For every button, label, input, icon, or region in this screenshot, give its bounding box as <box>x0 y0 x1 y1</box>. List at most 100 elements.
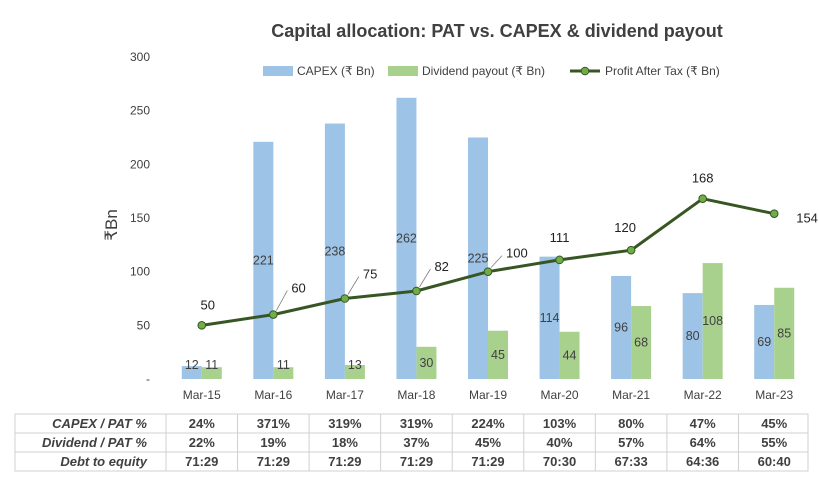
table-cell: 55% <box>761 435 787 450</box>
pat-line-group <box>197 194 779 330</box>
dividend-bar <box>416 346 437 379</box>
legend-label-dividend: Dividend payout (₹ Bn) <box>422 64 545 78</box>
table-cell: 45% <box>475 435 501 450</box>
dividend-data-label: 11 <box>205 358 218 372</box>
dividend-bar <box>559 331 580 379</box>
table-cell: 37% <box>403 435 429 450</box>
capex-bar <box>396 97 417 379</box>
capex-data-label: 238 <box>324 244 345 258</box>
pat-point <box>197 321 207 330</box>
pat-data-label: 111 <box>550 230 570 245</box>
dividend-bar <box>631 306 652 379</box>
table-cell: 18% <box>332 435 358 450</box>
y-tick-label: 100 <box>130 265 150 279</box>
capex-bar <box>468 137 488 379</box>
y-axis-ticks: - 50 100 150 200 250 300 <box>130 50 150 386</box>
pat-leader-line <box>419 268 431 288</box>
pat-data-label: 50 <box>201 297 215 312</box>
legend-swatch-dividend <box>388 66 418 76</box>
capex-data-label: 114 <box>540 311 560 325</box>
table-cell: 71:29 <box>471 454 504 469</box>
y-tick-label: 300 <box>130 50 150 64</box>
dividend-data-label: 68 <box>634 336 648 350</box>
table-cell: 57% <box>618 435 644 450</box>
capex-bar <box>682 293 703 379</box>
dividend-bar <box>702 263 723 379</box>
pat-point <box>769 209 779 219</box>
pat-point <box>412 286 421 296</box>
table-cell: 224% <box>471 416 505 431</box>
x-tick-label: Mar-18 <box>397 388 435 402</box>
dividend-data-label: 30 <box>419 356 433 370</box>
capex-data-label: 221 <box>253 253 274 267</box>
x-tick-label: Mar-19 <box>469 388 507 402</box>
legend-marker-pat <box>580 66 590 76</box>
y-tick-label: 200 <box>130 157 150 171</box>
pat-data-label: 75 <box>363 267 377 282</box>
table-cell: 45% <box>761 416 787 431</box>
pat-point <box>698 194 707 203</box>
capex-data-label: 225 <box>468 251 489 265</box>
capex-bar <box>324 123 345 380</box>
y-tick-label: 150 <box>130 211 150 225</box>
pat-data-label: 60 <box>291 281 305 296</box>
x-tick-label: Mar-21 <box>612 388 650 402</box>
x-tick-label: Mar-22 <box>684 388 722 402</box>
table-cell: 70:30 <box>543 454 576 469</box>
pat-data-label: 82 <box>434 259 448 274</box>
bars-group <box>181 97 795 380</box>
table-cell: 71:29 <box>257 454 290 469</box>
table-cell: 371% <box>257 416 291 431</box>
table-row-label: Dividend / PAT % <box>42 435 147 450</box>
x-tick-label: Mar-17 <box>326 388 364 402</box>
y-axis-label: ₹Bn <box>102 209 121 241</box>
pat-leader-line <box>347 276 360 295</box>
dividend-bar <box>201 367 222 379</box>
capex-bar <box>754 304 775 379</box>
x-axis-ticks: Mar-15 Mar-16 Mar-17 Mar-18 Mar-19 Mar-20 Mar-… <box>183 388 794 402</box>
table-cell: 67:33 <box>614 454 647 469</box>
pat-point <box>340 294 350 303</box>
capex-data-label: 12 <box>185 358 199 372</box>
table-cell: 40% <box>547 435 573 450</box>
table-cell: 71:29 <box>328 454 361 469</box>
dividend-data-label: 44 <box>563 348 577 362</box>
pat-data-label: 154 <box>796 211 818 226</box>
table-cell: 47% <box>690 416 716 431</box>
dividend-data-label: 108 <box>702 314 723 328</box>
capex-bar <box>539 256 560 379</box>
table-cell: 71:29 <box>185 454 218 469</box>
capex-bar <box>253 141 274 379</box>
dividend-data-label: 13 <box>348 358 362 372</box>
pat-point <box>483 267 493 276</box>
dividend-bar <box>488 330 508 379</box>
dividend-data-label: 45 <box>491 348 505 362</box>
dividend-data-label: 85 <box>777 326 791 340</box>
table-cell: 64% <box>690 435 716 450</box>
table-cell: 22% <box>189 435 215 450</box>
x-tick-label: Mar-23 <box>755 388 793 402</box>
dividend-bar <box>344 365 365 379</box>
chart-title: Capital allocation: PAT vs. CAPEX & divi… <box>271 21 722 41</box>
table-row-label: Debt to equity <box>60 454 147 469</box>
capex-data-label: 80 <box>686 329 700 343</box>
table-cell: 319% <box>400 416 434 431</box>
table-border <box>14 413 809 472</box>
table-cell: 80% <box>618 416 644 431</box>
capex-bar <box>611 275 632 379</box>
table-cell: 71:29 <box>400 454 433 469</box>
x-tick-label: Mar-16 <box>254 388 292 402</box>
pat-leader-line <box>490 255 503 268</box>
y-tick-label: - <box>146 372 150 386</box>
table-cell: 19% <box>260 435 286 450</box>
table-row-label: CAPEX / PAT % <box>52 416 147 431</box>
capex-data-label: 69 <box>757 335 771 349</box>
x-tick-label: Mar-15 <box>183 388 221 402</box>
dividend-bar <box>774 287 795 379</box>
legend: CAPEX (₹ Bn) Dividend payout (₹ Bn) Profit… <box>263 64 720 78</box>
pat-point <box>626 245 636 255</box>
y-tick-label: 50 <box>137 318 151 332</box>
table-cell: 319% <box>328 416 362 431</box>
